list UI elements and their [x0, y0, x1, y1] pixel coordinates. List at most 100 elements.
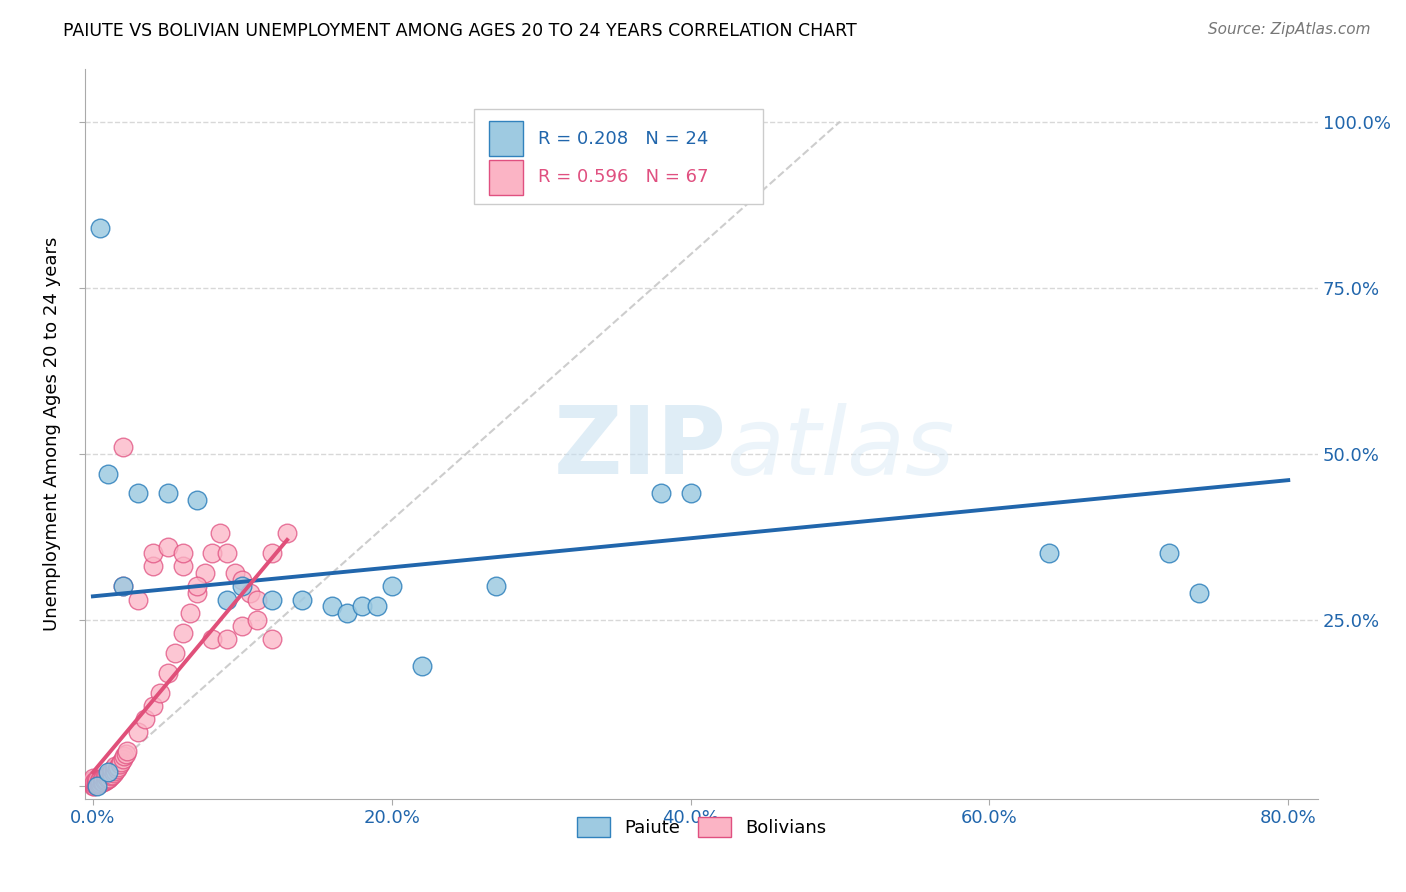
Point [97, 772, 120, 786]
Point [156, 486, 179, 500]
Point [86, 779, 108, 793]
Point [111, 752, 134, 766]
Point [186, 586, 208, 600]
Point [231, 619, 253, 633]
Point [97, 768, 120, 782]
Point [96, 769, 118, 783]
Point [93, 774, 115, 789]
Point [98, 766, 121, 780]
Point [84, 776, 107, 790]
Point [194, 566, 217, 580]
Point [111, 579, 134, 593]
Point [82, 772, 104, 787]
Point [101, 768, 124, 782]
Point [1157, 546, 1180, 560]
Text: Source: ZipAtlas.com: Source: ZipAtlas.com [1208, 22, 1371, 37]
Point [96, 772, 118, 787]
Point [103, 761, 125, 775]
Point [186, 579, 208, 593]
Point [246, 592, 269, 607]
Point [127, 592, 149, 607]
Text: R = 0.208   N = 24: R = 0.208 N = 24 [538, 129, 709, 148]
Point [87, 776, 110, 790]
Point [156, 665, 179, 680]
Point [87, 773, 110, 788]
Point [350, 599, 373, 614]
Point [82, 771, 104, 785]
Point [172, 625, 194, 640]
Point [97, 765, 120, 780]
Point [84, 773, 107, 788]
Point [172, 546, 194, 560]
Text: R = 0.596   N = 67: R = 0.596 N = 67 [538, 169, 709, 186]
Point [172, 559, 194, 574]
Point [231, 579, 253, 593]
Point [84, 778, 107, 792]
Point [105, 762, 128, 776]
Point [231, 573, 253, 587]
Point [217, 632, 239, 647]
Point [127, 725, 149, 739]
Point [111, 579, 134, 593]
Point [291, 592, 314, 607]
Point [165, 646, 187, 660]
Point [246, 613, 269, 627]
Text: atlas: atlas [727, 403, 955, 494]
Point [110, 755, 132, 769]
Point [90, 775, 112, 789]
Point [321, 599, 343, 614]
Text: ZIP: ZIP [554, 402, 727, 494]
Point [83, 774, 105, 789]
Point [650, 486, 672, 500]
Point [262, 592, 284, 607]
Point [82, 775, 104, 789]
Point [142, 698, 165, 713]
Point [114, 747, 136, 761]
Point [86, 775, 108, 789]
Point [127, 486, 149, 500]
Point [208, 526, 231, 541]
Point [111, 440, 134, 454]
Point [90, 772, 112, 786]
Bar [488, 160, 523, 194]
Point [485, 579, 508, 593]
Bar [474, 109, 763, 203]
Point [142, 559, 165, 574]
Point [262, 632, 284, 647]
Point [411, 659, 433, 673]
Point [101, 764, 124, 778]
Point [89, 776, 111, 790]
Point [108, 757, 131, 772]
Point [217, 546, 239, 560]
Point [142, 546, 165, 560]
Point [107, 760, 129, 774]
Point [94, 773, 117, 788]
Point [82, 773, 104, 788]
Point [201, 632, 224, 647]
Point [98, 771, 121, 785]
Point [224, 566, 246, 580]
Text: PAIUTE VS BOLIVIAN UNEMPLOYMENT AMONG AGES 20 TO 24 YEARS CORRELATION CHART: PAIUTE VS BOLIVIAN UNEMPLOYMENT AMONG AG… [63, 22, 858, 40]
Point [156, 540, 179, 554]
Point [679, 486, 702, 500]
Point [217, 592, 239, 607]
Point [186, 493, 208, 508]
Point [366, 599, 388, 614]
Point [100, 769, 122, 783]
Bar [488, 121, 523, 156]
Legend: Paiute, Bolivians: Paiute, Bolivians [569, 809, 834, 845]
Point [179, 606, 201, 620]
Point [89, 772, 111, 787]
Point [82, 777, 104, 791]
Point [104, 759, 127, 773]
Point [276, 526, 298, 541]
Point [1038, 546, 1060, 560]
Point [336, 606, 359, 620]
Point [239, 586, 262, 600]
Point [97, 467, 120, 481]
Point [93, 771, 115, 785]
Point [1187, 586, 1209, 600]
Point [82, 779, 104, 793]
Point [134, 712, 156, 726]
Y-axis label: Unemployment Among Ages 20 to 24 years: Unemployment Among Ages 20 to 24 years [44, 236, 60, 631]
